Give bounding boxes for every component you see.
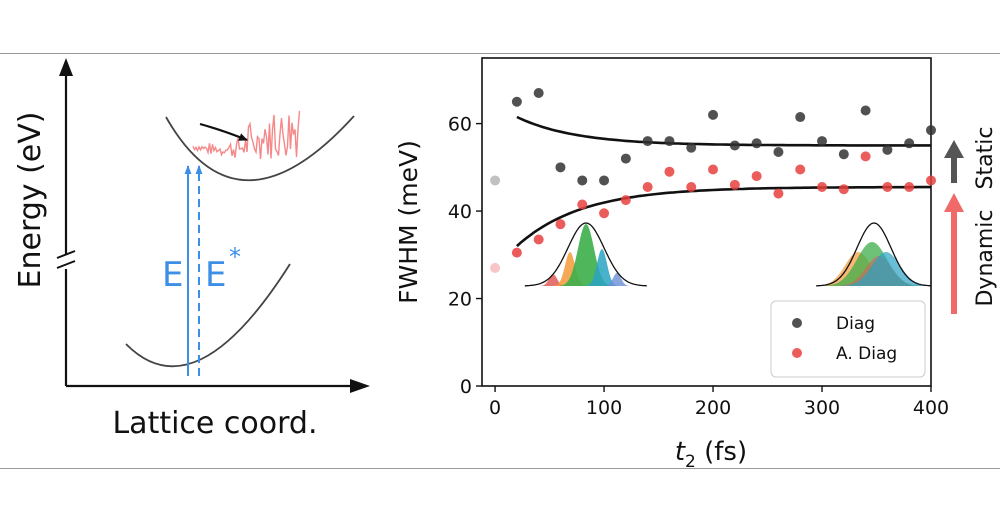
point-adiag	[642, 182, 653, 193]
transition-label-e: E	[162, 255, 183, 295]
side-indicator: Static Dynamic	[944, 127, 998, 314]
inset-component	[604, 273, 630, 286]
point-adiag	[511, 247, 522, 258]
point-diag	[882, 144, 893, 155]
x-tick-label: 200	[695, 397, 731, 419]
point-adiag	[751, 171, 762, 182]
dynamic-label: Dynamic	[973, 209, 998, 306]
inset-component	[586, 249, 618, 286]
y-tick-label: 60	[448, 114, 472, 136]
energy-axis-label: Energy (eV)	[13, 112, 48, 289]
point-adiag	[729, 179, 740, 190]
point-diag	[555, 162, 566, 173]
point-diag	[490, 175, 501, 186]
energy-axis-arrowhead	[59, 58, 73, 76]
static-arrow-head	[944, 140, 964, 158]
point-diag	[599, 175, 610, 186]
point-adiag	[664, 166, 675, 177]
point-diag	[838, 149, 849, 160]
x-tick-label: 0	[489, 397, 501, 419]
point-adiag	[599, 208, 610, 219]
relaxation-arrow	[199, 122, 248, 142]
x-axis-label-sub: 2	[685, 452, 696, 472]
point-adiag	[620, 195, 631, 206]
fit-curve-diag	[516, 115, 931, 147]
point-diag	[795, 112, 806, 123]
legend-label-diag: Diag	[836, 314, 875, 334]
point-adiag	[533, 234, 544, 245]
lattice-axis-label: Lattice coord.	[112, 406, 317, 441]
point-adiag	[838, 184, 849, 195]
x-tick-label: 300	[804, 397, 840, 419]
fluctuation-trace	[192, 110, 301, 160]
x-tick-label: 400	[913, 397, 949, 419]
point-adiag	[817, 182, 828, 193]
x-axis-label-main: t	[675, 437, 686, 467]
y-tick-label: 20	[448, 289, 472, 311]
point-diag	[533, 87, 544, 98]
inset-envelope	[524, 222, 647, 287]
point-diag	[686, 142, 697, 153]
point-diag	[708, 109, 719, 120]
point-diag	[926, 125, 936, 136]
point-diag	[577, 175, 588, 186]
axis-break-mark-1	[56, 250, 76, 259]
point-adiag	[926, 175, 936, 186]
point-adiag	[882, 182, 893, 193]
point-diag	[511, 96, 522, 107]
y-tick-label: 40	[448, 201, 472, 223]
lattice-axis-arrowhead	[350, 379, 370, 393]
top-rule	[0, 53, 1000, 54]
inset-envelope	[816, 222, 932, 287]
y-axis-label: FWHM (meV)	[394, 140, 423, 304]
point-diag	[773, 147, 784, 158]
legend-label-adiag: A. Diag	[836, 344, 897, 364]
ground-state-parabola	[125, 263, 291, 368]
bottom-rule	[0, 468, 1000, 469]
excited-state-parabola	[165, 115, 355, 181]
x-axis-label-unit: (fs)	[696, 437, 747, 467]
energy-diagram: Energy (eV) Lattice coord. E E *	[13, 58, 370, 441]
y-tick-label: 0	[460, 376, 472, 398]
point-adiag	[904, 182, 915, 193]
point-adiag	[773, 188, 784, 199]
distribution-insets	[524, 222, 932, 287]
tick-group: 0 100 200 300 400 0 20 40 60	[448, 114, 949, 419]
legend: Diag A. Diag	[770, 300, 926, 378]
point-diag	[904, 138, 915, 149]
axis-break-mark-2	[56, 260, 76, 269]
point-adiag	[860, 151, 871, 162]
legend-marker-adiag	[792, 348, 802, 358]
dynamic-arrow-head	[944, 193, 964, 212]
x-tick-label: 100	[586, 397, 622, 419]
static-label: Static	[973, 127, 998, 190]
fit-curve-a-diag	[516, 185, 931, 248]
point-diag	[751, 138, 762, 149]
point-diag	[664, 136, 675, 147]
transition-label-e-star: E	[205, 255, 226, 295]
point-adiag	[490, 262, 501, 273]
x-axis-label: t2 (fs)	[675, 437, 747, 472]
point-adiag	[686, 182, 697, 193]
plot-frame	[481, 57, 932, 387]
legend-box	[770, 300, 926, 378]
point-adiag	[555, 219, 566, 230]
point-adiag	[577, 199, 588, 210]
point-diag	[620, 153, 631, 164]
legend-marker-diag	[792, 318, 802, 328]
point-adiag	[795, 164, 806, 175]
transition-label-star: *	[229, 243, 241, 271]
point-adiag	[708, 164, 719, 175]
point-diag	[817, 136, 828, 147]
point-diag	[729, 140, 740, 151]
point-diag	[860, 105, 871, 116]
data-points	[490, 87, 936, 273]
point-diag	[642, 136, 653, 147]
